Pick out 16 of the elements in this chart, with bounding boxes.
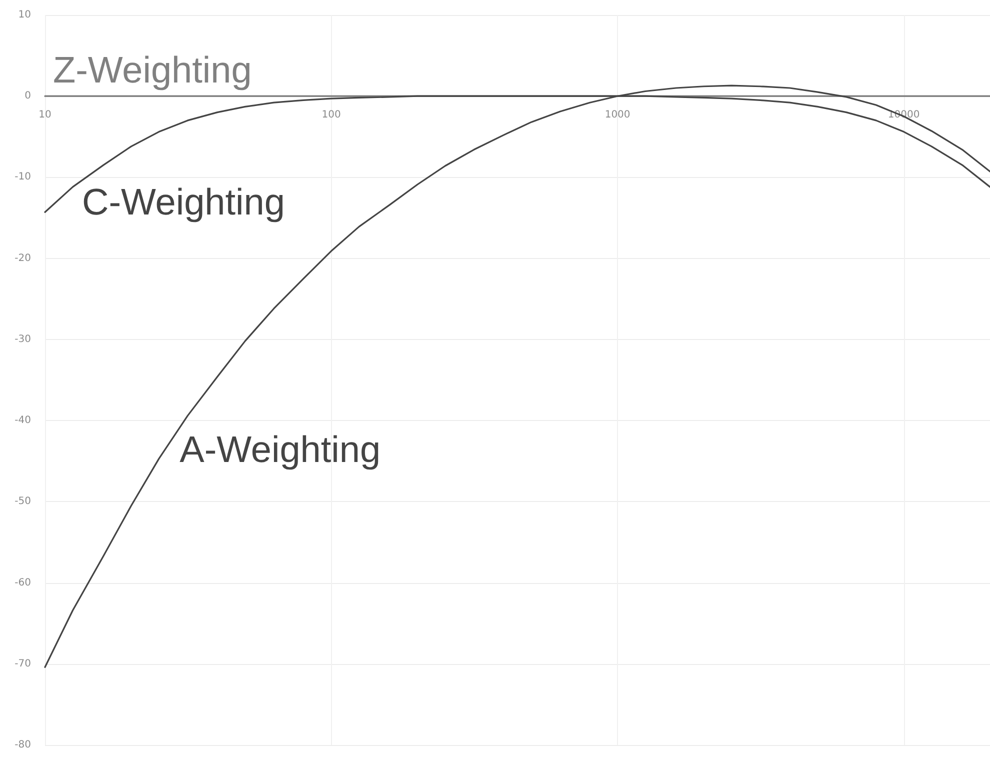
y-tick-label: -50 [14,496,31,508]
y-tick-label: -80 [14,740,31,750]
series-label: C-Weighting [82,182,285,223]
y-tick-label: -70 [14,658,31,670]
y-tick-label: -60 [14,577,31,588]
series-label: Z-Weighting [53,50,252,91]
y-tick-label: -10 [14,172,31,183]
x-tick-label: 10 [38,110,52,121]
y-tick-label: 10 [18,10,31,20]
series-label: A-Weighting [180,429,381,470]
y-tick-label: -40 [14,415,31,426]
x-tick-label: 1000 [604,110,630,121]
x-tick-label: 100 [322,110,341,121]
y-tick-label: 0 [24,90,31,102]
y-tick-label: -30 [14,334,31,345]
y-tick-label: -20 [14,252,31,264]
